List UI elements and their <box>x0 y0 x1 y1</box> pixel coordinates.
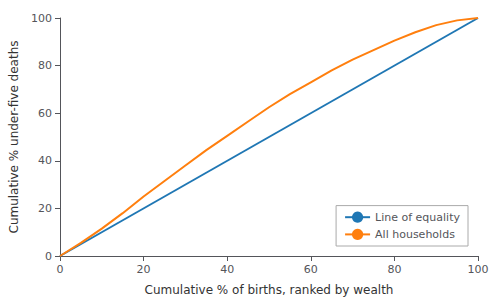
svg-text:0: 0 <box>57 263 64 276</box>
svg-text:60: 60 <box>304 263 318 276</box>
svg-text:80: 80 <box>38 59 52 72</box>
svg-text:40: 40 <box>220 263 234 276</box>
svg-text:100: 100 <box>468 263 489 276</box>
svg-text:60: 60 <box>38 107 52 120</box>
svg-text:100: 100 <box>31 12 52 25</box>
svg-text:Cumulative % of births, ranked: Cumulative % of births, ranked by wealth <box>145 283 394 297</box>
svg-text:80: 80 <box>387 263 401 276</box>
svg-text:All households: All households <box>375 228 455 241</box>
svg-text:40: 40 <box>38 154 52 167</box>
svg-text:0: 0 <box>45 250 52 263</box>
svg-text:Line of equality: Line of equality <box>375 211 460 224</box>
svg-text:20: 20 <box>38 202 52 215</box>
svg-text:Cumulative % under-five deaths: Cumulative % under-five deaths <box>7 40 21 233</box>
svg-text:20: 20 <box>137 263 151 276</box>
